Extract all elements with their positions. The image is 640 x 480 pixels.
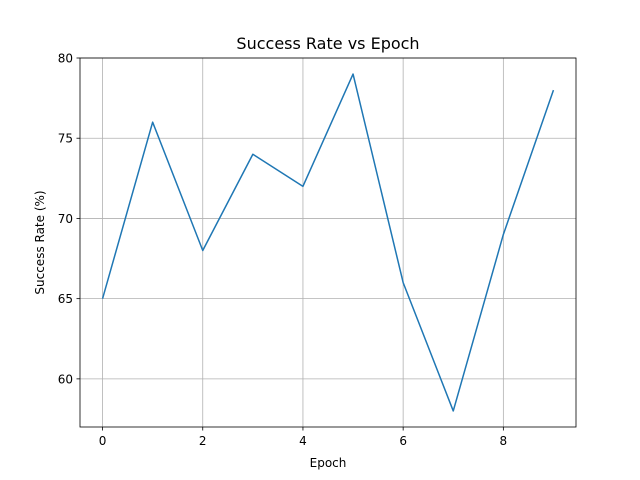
series-line	[101, 73, 555, 412]
x-tick-label: 2	[199, 434, 207, 448]
axes-frame	[79, 57, 577, 428]
x-axis-ticks: 0 2 4 6 8	[99, 427, 507, 448]
y-axis-label: Success Rate (%)	[33, 190, 47, 294]
y-tick-label: 75	[58, 132, 73, 146]
x-tick-label: 4	[299, 434, 307, 448]
chart-title: Success Rate vs Epoch	[236, 34, 419, 53]
series-layer	[101, 73, 555, 412]
x-tick-label: 0	[99, 434, 107, 448]
x-axis-label: Epoch	[310, 456, 347, 470]
y-tick-label: 80	[58, 52, 73, 66]
grid-lines	[80, 57, 576, 427]
y-tick-label: 70	[58, 212, 73, 226]
y-tick-label: 60	[58, 372, 73, 386]
x-tick-label: 6	[399, 434, 407, 448]
y-tick-label: 65	[58, 292, 73, 306]
plot-area	[80, 58, 576, 427]
x-tick-label: 8	[500, 434, 508, 448]
y-axis-ticks: 60 65 70 75 80	[58, 52, 80, 386]
